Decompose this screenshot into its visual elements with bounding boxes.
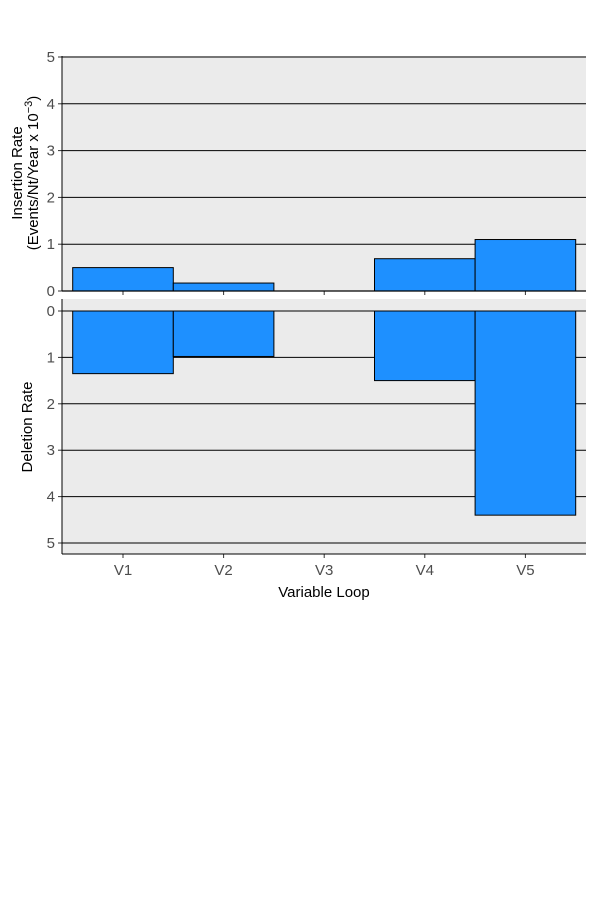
deletion-bar-v1 [72,310,174,375]
deletion-y-tick-label: 5 [47,535,55,552]
insertion-y-ticks: 0 1 2 3 4 5 [47,49,62,300]
deletion-y-tick-label: 3 [47,442,55,459]
x-tick-label-v2: V2 [214,562,232,579]
deletion-y-tick-label: 2 [47,396,55,413]
insertion-y-tick-label: 2 [47,189,55,206]
deletion-y-tick-label: 0 [47,303,55,320]
deletion-y-axis-title: Deletion Rate [19,382,36,473]
x-tick-label-v5: V5 [516,562,534,579]
x-ticks: V1 V2 V3 V4 V5 [114,554,535,579]
insertion-y-axis-title-exponent: −3 [23,101,35,114]
insertion-y-axis-title-second: (Events/Nt/Year x 10−3) [23,96,42,251]
x-tick-label-v4: V4 [416,562,434,579]
insertion-y-tick-label: 3 [47,143,55,160]
insertion-y-axis-title-close: ) [25,96,42,101]
insertion-y-tick-label: 4 [47,96,55,113]
insertion-y-axis-title: Insertion Rate [9,126,26,219]
insertion-bar-v4 [374,258,476,292]
insertion-y-tick-label: 0 [47,283,55,300]
deletion-bar-v5 [474,310,577,516]
deletion-bar-v2 [172,310,275,357]
deletion-bar-v4 [374,310,476,382]
insertion-y-axis-title-line2: (Events/Nt/Year x 10 [25,113,42,250]
x-axis-title: Variable Loop [278,584,369,601]
deletion-panel: 0 1 2 3 4 5 V1 V2 V3 V4 V5 Deletion Rate Variable… [19,299,586,601]
deletion-y-tick-label: 1 [47,349,55,366]
insertion-y-axis-title-line1: Insertion Rate [9,126,26,219]
deletion-y-ticks: 0 1 2 3 4 5 [47,303,62,552]
x-tick-label-v3: V3 [315,562,333,579]
insertion-bar-v2 [172,282,275,292]
insertion-y-tick-label: 5 [47,49,55,66]
insertion-bars [72,239,577,295]
insertion-panel: 0 1 2 3 4 5 Insertion Rate (Events/Nt/Year x … [9,49,586,300]
insertion-y-tick-label: 1 [47,236,55,253]
deletion-y-tick-label: 4 [47,489,55,506]
insertion-bar-v1 [72,267,174,292]
deletion-bars [72,310,577,516]
x-tick-label-v1: V1 [114,562,132,579]
insertion-bar-v5 [474,239,577,292]
